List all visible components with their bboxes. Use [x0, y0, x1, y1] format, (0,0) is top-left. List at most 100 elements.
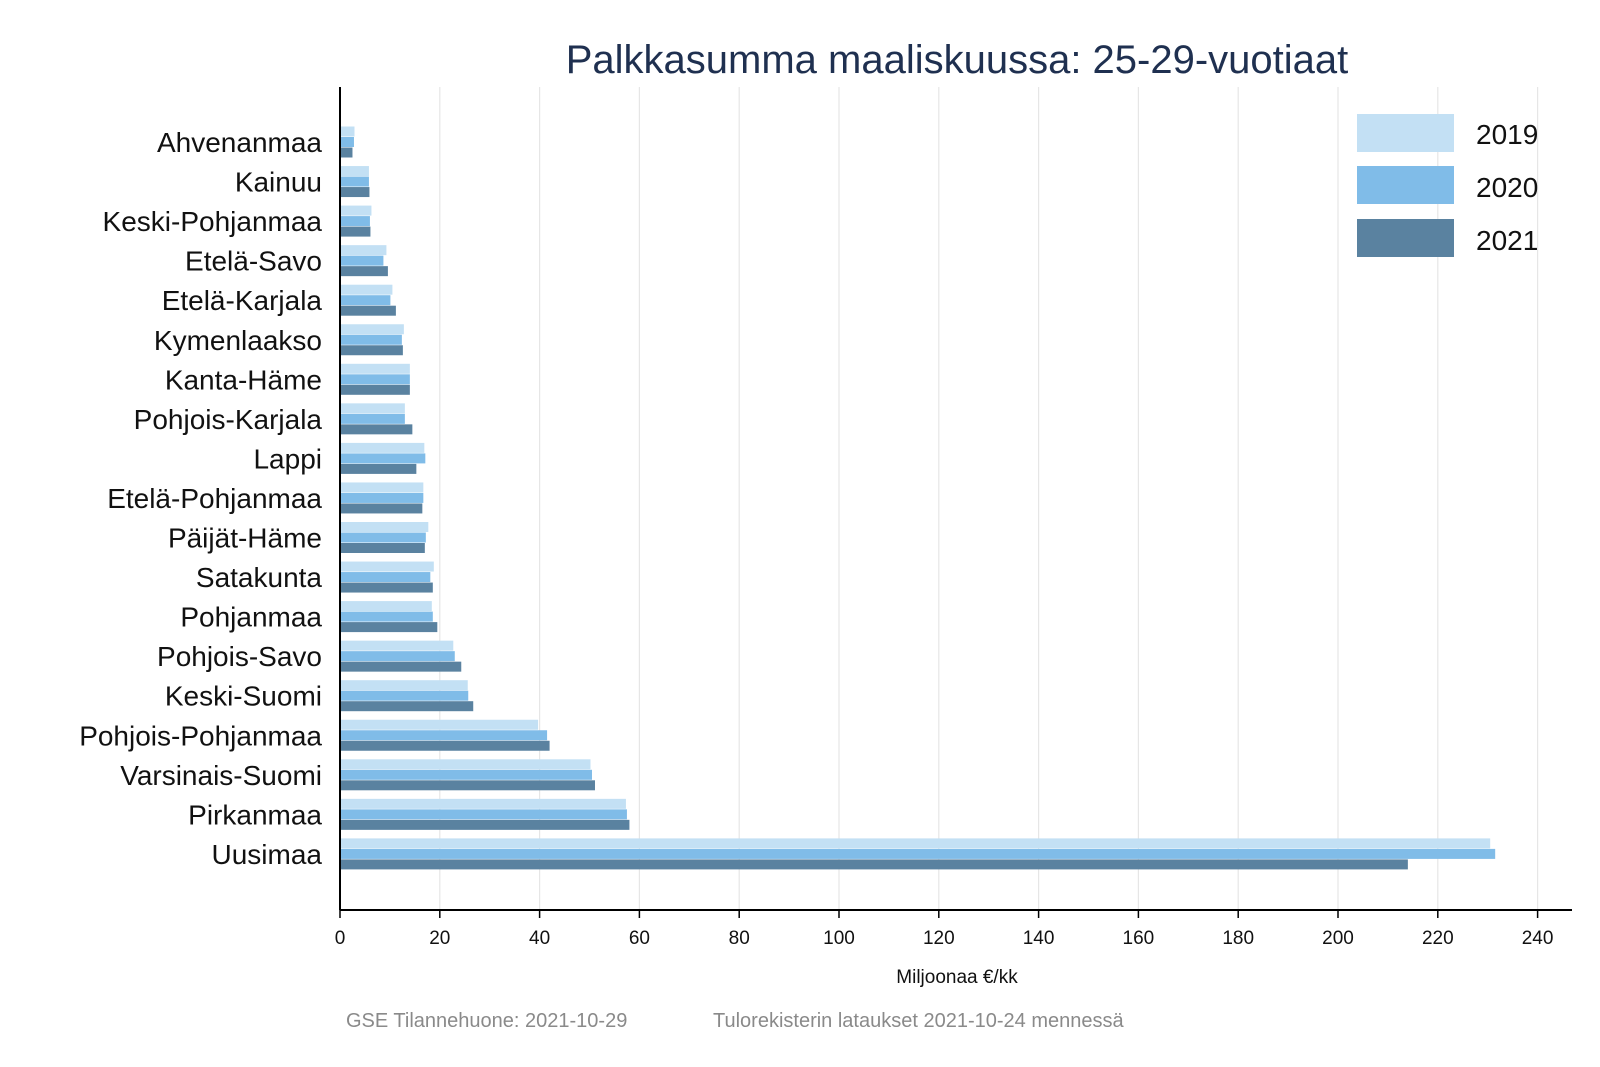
legend-swatch-2021 [1357, 219, 1454, 257]
bar-2019 [341, 680, 468, 691]
bar-2020 [341, 295, 391, 306]
bar-2020 [341, 809, 627, 820]
category-label: Pohjois-Karjala [134, 404, 323, 435]
bar-2020 [341, 769, 592, 780]
bars [341, 126, 1496, 870]
bar-2021 [341, 187, 370, 198]
bar-2020 [341, 413, 405, 424]
bar-2021 [341, 780, 595, 791]
category-label: Päijät-Häme [168, 523, 322, 554]
bar-2021 [341, 661, 462, 672]
bar-2020 [341, 374, 410, 385]
bar-2021 [341, 305, 396, 316]
category-label: Lappi [253, 443, 322, 474]
bar-2019 [341, 601, 432, 612]
legend: 2019 2020 2021 [1357, 114, 1538, 257]
bar-2020 [341, 137, 354, 147]
category-label: Pohjois-Savo [157, 641, 322, 672]
x-tick-label-120: 120 [923, 928, 955, 949]
bar-2020 [341, 611, 433, 622]
bar-2021 [341, 622, 438, 633]
bar-2019 [341, 719, 539, 730]
category-label: Ahvenanmaa [157, 127, 322, 158]
category-label: Pirkanmaa [188, 799, 322, 830]
bar-2019 [341, 324, 404, 335]
x-tick-label-60: 60 [629, 928, 650, 949]
footer-note: Tulorekisterin lataukset 2021-10-24 menn… [713, 1010, 1124, 1032]
bar-2021 [341, 266, 388, 277]
x-tick-label-20: 20 [429, 928, 450, 949]
bar-2020 [341, 651, 455, 662]
bar-2021 [341, 582, 433, 593]
gridlines [439, 87, 1539, 910]
legend-label-2019: 2019 [1476, 119, 1538, 150]
bar-2020 [341, 848, 1496, 859]
bar-2021 [341, 503, 423, 514]
x-tick-label-220: 220 [1422, 928, 1454, 949]
bar-2020 [341, 453, 426, 464]
bar-2020 [341, 492, 424, 503]
bar-2021 [341, 740, 550, 751]
bar-2021 [341, 424, 413, 435]
bar-2019 [341, 363, 410, 374]
bar-2019 [341, 166, 369, 177]
x-tick-label-100: 100 [823, 928, 855, 949]
bar-2019 [341, 640, 454, 651]
bar-2019 [341, 126, 355, 137]
bar-2019 [341, 798, 626, 809]
bar-2019 [341, 403, 405, 414]
bar-2021 [341, 226, 371, 237]
category-label: Etelä-Savo [185, 246, 322, 277]
category-label: Kanta-Häme [165, 364, 322, 395]
bar-2019 [341, 442, 425, 453]
legend-swatch-2019 [1357, 114, 1454, 152]
bar-2021 [341, 384, 410, 395]
category-label: Uusimaa [212, 839, 323, 870]
category-label: Etelä-Pohjanmaa [107, 483, 322, 514]
category-label: Etelä-Karjala [162, 285, 323, 316]
legend-swatch-2020 [1357, 166, 1454, 204]
x-tick-label-0: 0 [335, 928, 346, 949]
bar-2019 [341, 561, 434, 572]
bar-2020 [341, 255, 384, 266]
bar-2020 [341, 532, 426, 543]
x-axis-label: Miljoonaa €/kk [896, 967, 1018, 988]
x-tick-label-80: 80 [729, 928, 750, 949]
category-label: Pohjanmaa [180, 602, 322, 633]
x-tick-label-160: 160 [1123, 928, 1155, 949]
category-label: Kymenlaakso [154, 325, 322, 356]
x-tick-label-180: 180 [1222, 928, 1254, 949]
x-tick-label-40: 40 [529, 928, 550, 949]
category-labels: Ahvenanmaa Kainuu Keski-Pohjanmaa Etelä-Sav… [79, 127, 322, 870]
legend-label-2021: 2021 [1476, 225, 1538, 256]
bar-2021 [341, 859, 1408, 870]
category-label: Pohjois-Pohjanmaa [79, 720, 322, 751]
bar-2021 [341, 345, 403, 356]
x-tick-label-240: 240 [1522, 928, 1554, 949]
category-label: Varsinais-Suomi [120, 760, 322, 791]
category-label: Keski-Suomi [165, 681, 322, 712]
category-label: Kainuu [235, 167, 322, 198]
x-tick-label-200: 200 [1322, 928, 1354, 949]
bar-2021 [341, 819, 630, 830]
category-label: Satakunta [196, 562, 323, 593]
chart-title: Palkkasumma maaliskuussa: 25-29-vuotiaat [566, 38, 1349, 82]
bar-2020 [341, 216, 370, 227]
x-tick-label-140: 140 [1023, 928, 1055, 949]
bar-2019 [341, 838, 1491, 849]
bar-2019 [341, 759, 591, 770]
axes [339, 87, 1572, 911]
bar-2021 [341, 147, 353, 158]
bar-2019 [341, 205, 372, 216]
legend-label-2020: 2020 [1476, 172, 1538, 203]
bar-2019 [341, 522, 429, 532]
bar-2020 [341, 572, 431, 583]
bar-2020 [341, 176, 369, 187]
bar-2019 [341, 245, 387, 256]
x-ticks: 0 20 40 60 80 100 120 140 160 180 200 220 240 [335, 910, 1554, 949]
category-label: Keski-Pohjanmaa [103, 206, 323, 237]
footer-source: GSE Tilannehuone: 2021-10-29 [346, 1010, 627, 1032]
bar-2019 [341, 284, 393, 295]
bar-2020 [341, 730, 548, 741]
